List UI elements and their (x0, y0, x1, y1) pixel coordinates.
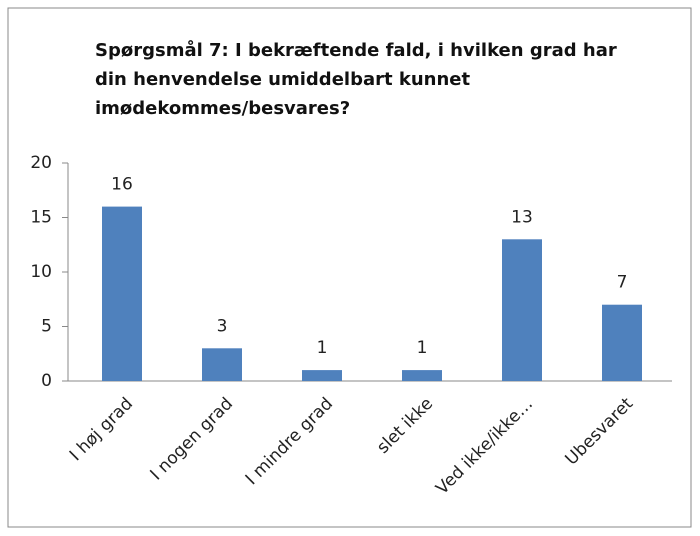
y-tick-label: 0 (41, 371, 52, 391)
bar (602, 304, 642, 381)
bar (402, 370, 442, 381)
data-label: 3 (217, 316, 228, 336)
bar (302, 370, 342, 381)
chart-title: Spørgsmål 7: I bekræftende fald, i hvilk… (95, 40, 617, 119)
data-label: 1 (317, 338, 328, 358)
y-tick-label: 5 (41, 317, 52, 337)
data-label: 1 (417, 338, 428, 358)
bar (502, 239, 542, 381)
data-label: 7 (617, 273, 628, 293)
y-tick-label: 10 (30, 262, 52, 282)
bar (102, 206, 142, 381)
y-tick-label: 20 (30, 153, 52, 173)
data-label: 16 (111, 175, 133, 195)
y-tick-label: 15 (30, 208, 52, 228)
data-label: 13 (511, 207, 533, 227)
bar (202, 348, 242, 381)
